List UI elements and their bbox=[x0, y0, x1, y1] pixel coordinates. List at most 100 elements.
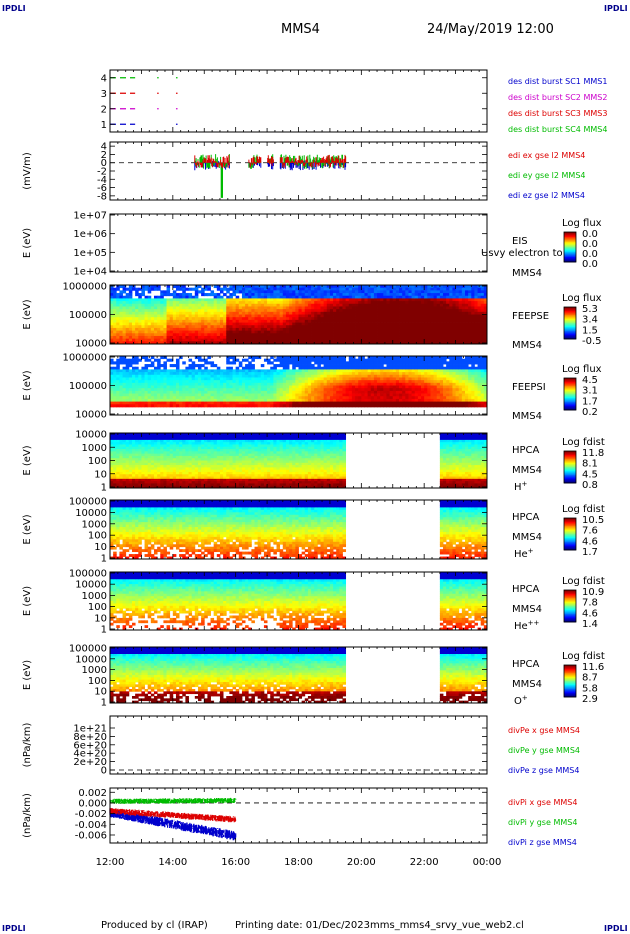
corner-label-top-right: IPDLI bbox=[604, 4, 628, 13]
time-tick-label: 22:00 bbox=[410, 857, 439, 868]
colorbar-tick-label: 10.5 bbox=[582, 515, 604, 526]
colorbar-title: Log flux bbox=[562, 364, 602, 375]
colorbar-tick-label: -0.5 bbox=[582, 336, 602, 347]
colorbar-tick-label: 2.9 bbox=[582, 694, 598, 705]
legend-divPe-z-gse-MMS4: divPe z gse MMS4 bbox=[508, 766, 579, 775]
footer-file: mms_mms4_srvy_vue_web2.cl bbox=[370, 920, 524, 931]
y-tick-label: 3 bbox=[101, 89, 107, 100]
footer-printing-date: Printing date: 01/Dec/2023 bbox=[235, 920, 371, 931]
time-tick-label: 16:00 bbox=[221, 857, 250, 868]
time-tick-label: 18:00 bbox=[284, 857, 313, 868]
spacecraft-label: MMS4 bbox=[512, 532, 542, 543]
y-tick-label: 1 bbox=[101, 483, 107, 494]
y-tick-label: 0.002 bbox=[78, 788, 107, 799]
colorbar-title: Log fdist bbox=[562, 576, 605, 587]
panel-feepsi: 1000000 100000 10000 E (eV) FEEPSI MMS4 Log fl… bbox=[22, 353, 602, 423]
overlay-text: Usvy electron to bbox=[481, 248, 563, 259]
legend-des-dist-burst-SC1-MMS1: des dist burst SC1 MMS1 bbox=[508, 77, 607, 86]
y-axis-label: E (eV) bbox=[22, 660, 33, 690]
colorbar bbox=[563, 450, 577, 484]
instrument-label: FEEPSE bbox=[512, 311, 549, 322]
y-tick-label: 1 bbox=[101, 554, 107, 565]
spacecraft-label: MMS4 bbox=[512, 268, 542, 279]
instrument-label: FEEPSI bbox=[512, 382, 546, 393]
colorbar bbox=[563, 306, 577, 340]
panel-hpca_h: 10000 1000 100 10 1 E (eV) HPCA MMS4 H+ Log fdist… bbox=[22, 430, 605, 494]
y-tick-label: 2 bbox=[101, 150, 107, 161]
legend-edi-ex-gse-l2-MMS4: edi ex gse l2 MMS4 bbox=[508, 151, 585, 160]
y-axis-label: (nPa/km) bbox=[22, 723, 33, 768]
time-tick-label: 14:00 bbox=[158, 857, 187, 868]
colorbar-tick-label: 1.7 bbox=[582, 547, 598, 558]
instrument-label: HPCA bbox=[512, 659, 540, 670]
species-label: He++ bbox=[514, 619, 540, 632]
legend-des-dist-burst-SC4-MMS4: des dist burst SC4 MMS4 bbox=[508, 125, 607, 134]
y-tick-label: 4e+20 bbox=[73, 749, 107, 760]
panel-frame bbox=[109, 69, 488, 133]
y-tick-label: 10000 bbox=[75, 410, 107, 421]
colorbar-title: Log fdist bbox=[562, 651, 605, 662]
corner-label-top-left: IPDLI bbox=[2, 4, 26, 13]
legend-divPi-z-gse-MMS4: divPi z gse MMS4 bbox=[508, 838, 577, 847]
y-tick-label: 4 bbox=[101, 142, 107, 153]
legend-edi-ey-gse-l2-MMS4: edi ey gse l2 MMS4 bbox=[508, 171, 586, 180]
panel-frame bbox=[109, 141, 488, 201]
y-tick-label: 1000 bbox=[82, 591, 107, 602]
colorbar-tick-label: 4.5 bbox=[582, 469, 598, 480]
instrument-label: HPCA bbox=[512, 512, 540, 523]
y-tick-label: 100 bbox=[88, 602, 107, 613]
y-tick-label: 10000 bbox=[75, 339, 107, 350]
colorbar-tick-label: 1.5 bbox=[582, 325, 598, 336]
species-label: He+ bbox=[514, 547, 534, 560]
species-label: O+ bbox=[514, 694, 528, 707]
colorbar bbox=[563, 589, 577, 623]
y-tick-label: 1e+07 bbox=[73, 211, 107, 222]
y-tick-label: 100000 bbox=[69, 644, 107, 655]
y-tick-label: 1000 bbox=[82, 443, 107, 454]
time-tick-label: 20:00 bbox=[347, 857, 376, 868]
y-tick-label: 2e+20 bbox=[73, 757, 107, 768]
y-tick-label: 0 bbox=[101, 766, 107, 777]
spacecraft-label: MMS4 bbox=[512, 340, 542, 351]
y-tick-label: 1000000 bbox=[62, 282, 107, 293]
y-axis-label: E (eV) bbox=[22, 370, 33, 400]
instrument-label: HPCA bbox=[512, 445, 540, 456]
colorbar-tick-label: 0.0 bbox=[582, 249, 598, 260]
y-axis-label: (mV/m) bbox=[22, 152, 33, 190]
colorbar-tick-label: 5.3 bbox=[582, 304, 598, 315]
legend-divPe-y-gse-MMS4: divPe y gse MMS4 bbox=[508, 746, 580, 755]
colorbar-tick-label: 4.6 bbox=[582, 608, 598, 619]
y-axis-label: E (eV) bbox=[22, 586, 33, 616]
spacecraft-title: MMS4 bbox=[281, 22, 320, 37]
instrument-label: EIS bbox=[512, 236, 528, 247]
colorbar-title: Log flux bbox=[562, 293, 602, 304]
panel-eis: 1e+07 1e+06 1e+05 1e+04 E (eV) EIS MMS4 Usvy el… bbox=[22, 211, 602, 280]
colorbar-tick-label: 4.6 bbox=[582, 536, 598, 547]
colorbar-tick-label: 3.4 bbox=[582, 315, 598, 326]
y-tick-label: 1e+04 bbox=[73, 267, 107, 278]
y-tick-label: 10 bbox=[94, 542, 107, 553]
corner-label-bottom-right: IPDLI bbox=[604, 924, 628, 933]
y-tick-label: 100 bbox=[88, 676, 107, 687]
colorbar-tick-label: 0.0 bbox=[582, 229, 598, 240]
time-tick-label: 12:00 bbox=[96, 857, 125, 868]
species-label: H+ bbox=[514, 480, 528, 493]
legend-des-dist-burst-SC2-MMS2: des dist burst SC2 MMS2 bbox=[508, 93, 607, 102]
y-tick-label: -2 bbox=[97, 167, 107, 178]
panel-burst: 1 2 3 4 des dist burst SC1 MMS1 des dist burs… bbox=[101, 69, 607, 134]
y-tick-label: 1000 bbox=[82, 665, 107, 676]
colorbar bbox=[563, 377, 577, 411]
y-tick-label: 6e+20 bbox=[73, 740, 107, 751]
spacecraft-label: MMS4 bbox=[512, 411, 542, 422]
colorbar-tick-label: 5.8 bbox=[582, 683, 598, 694]
y-tick-label: 10000 bbox=[75, 580, 107, 591]
y-tick-label: 10 bbox=[94, 469, 107, 480]
colorbar-tick-label: 8.7 bbox=[582, 673, 598, 684]
y-tick-label: 4 bbox=[101, 73, 107, 84]
panel-edi: 420-2-4-6-8 (mV/m) edi ex gse l2 MMS4 edi e… bbox=[22, 141, 586, 202]
y-tick-label: 10000 bbox=[75, 508, 107, 519]
